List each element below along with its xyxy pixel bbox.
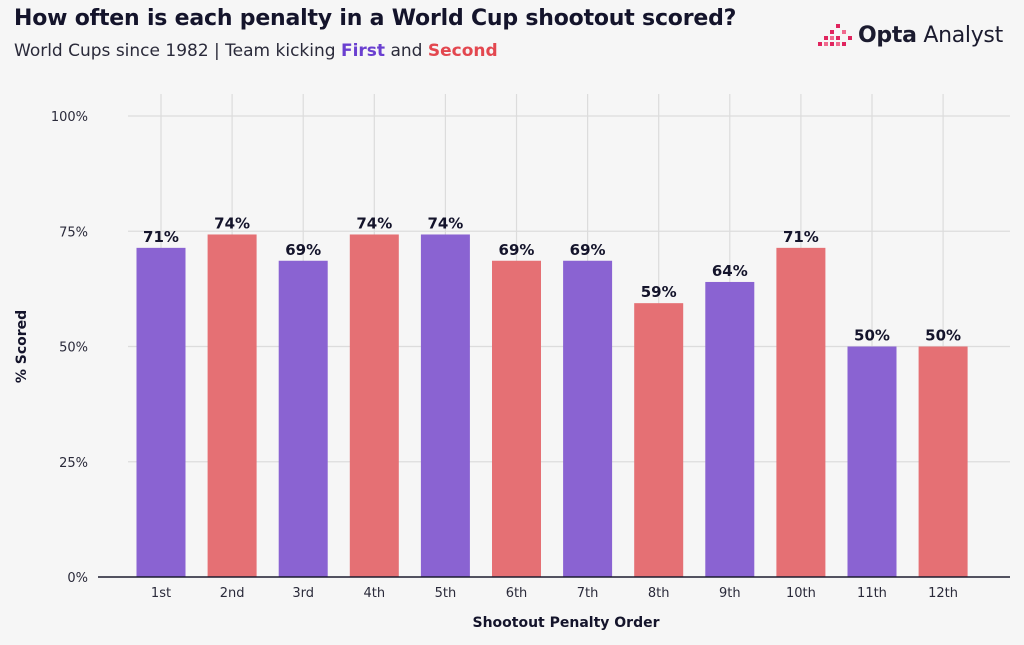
x-tick-label: 11th [857,586,887,601]
bar [847,346,897,577]
bar [705,281,755,577]
x-tick-label: 5th [435,586,457,601]
x-tick-label: 1st [151,586,171,601]
bar-value-label: 74% [356,214,392,232]
opta-logo-icon [818,24,852,46]
y-tick-label: 100% [51,110,88,125]
x-axis-title: Shootout Penalty Order [472,615,659,631]
bar-value-label: 71% [143,228,179,246]
x-tick-label: 4th [363,586,385,601]
bar-value-label: 59% [641,283,677,301]
subtitle-and: and [385,41,428,61]
bar [420,234,470,578]
bar-value-label: 71% [783,228,819,246]
bar-value-label: 74% [214,214,250,232]
bar-value-label: 50% [925,327,961,345]
x-tick-label: 9th [719,586,741,601]
bar-value-label: 74% [427,214,463,232]
bar [278,260,328,577]
bar [563,260,613,577]
logo-text-light: Analyst [916,22,1003,48]
opta-analyst-logo: Opta Analyst [818,22,1003,48]
logo-text-bold: Opta [858,22,917,48]
y-tick-label: 50% [59,341,88,356]
x-tick-label: 8th [648,586,670,601]
x-tick-label: 7th [577,586,599,601]
x-tick-label: 6th [506,586,528,601]
subtitle-second-legend: Second [427,41,498,61]
bar [634,303,684,577]
y-tick-label: 0% [67,571,88,586]
bars [136,234,968,578]
y-tick-label: 75% [59,225,88,240]
x-tick-label: 3rd [292,586,314,601]
bar [918,346,968,577]
x-axis-ticks: 1st 2nd 3rd 4th 5th 6th 7th 8th 9th 10th 11th 12th [151,586,958,601]
bar [207,234,257,578]
chart-subtitle: World Cups since 1982 | Team kicking Fir… [14,41,498,61]
y-tick-label: 25% [59,456,88,471]
x-tick-label: 2nd [220,586,245,601]
chart-title: How often is each penalty in a World Cup… [14,6,737,31]
bar [492,260,541,577]
value-labels: 71% 74% 69% 74% 74% 69% 69% 59% 64% 71% 50% 50% [143,214,961,344]
x-tick-label: 10th [786,586,816,601]
bar-value-label: 69% [285,241,321,259]
x-tick-label: 12th [928,586,958,601]
bar-value-label: 69% [570,241,606,259]
bar [349,234,399,578]
y-axis-ticks: 0% 25% 50% 75% 100% [51,110,88,586]
bar-value-label: 69% [499,241,535,259]
bar-value-label: 50% [854,327,890,345]
y-axis-title: % Scored [14,310,30,383]
subtitle-first-legend: First [340,41,386,61]
bar-value-label: 64% [712,262,748,280]
logo-text: Opta Analyst [858,23,1003,48]
bar [776,247,826,577]
subtitle-prefix: World Cups since 1982 | Team kicking [14,41,341,61]
bar [136,247,186,577]
